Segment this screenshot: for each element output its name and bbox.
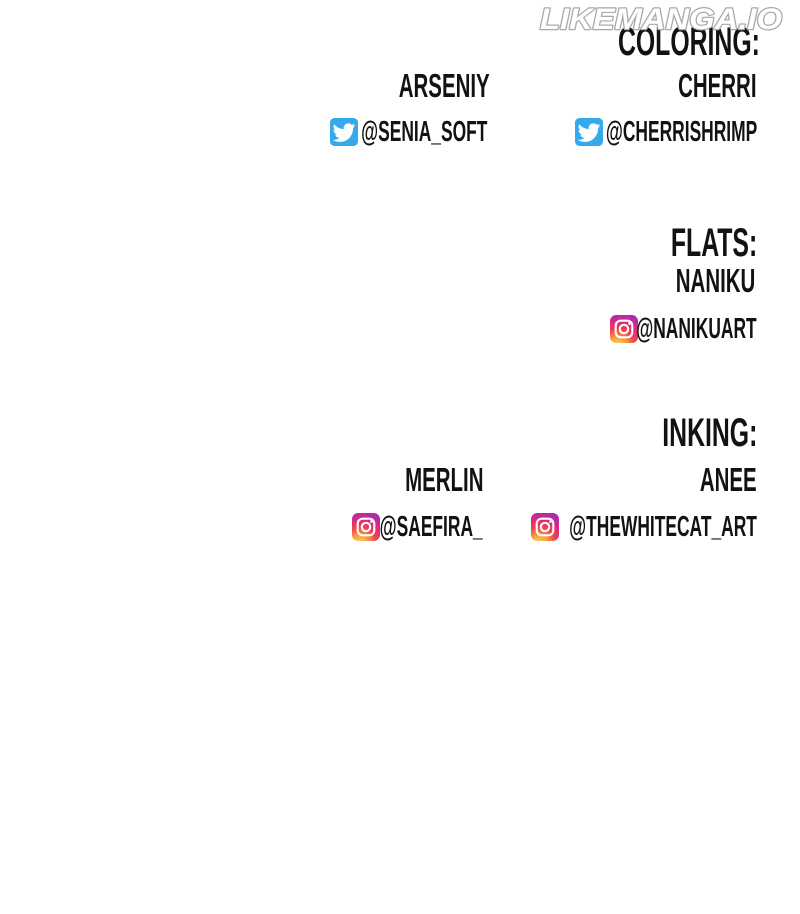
section-heading-flats: FLATS: (670, 221, 757, 265)
artist-name-naniku: NANIKU (675, 262, 755, 299)
instagram-icon (352, 513, 380, 541)
instagram-icon (610, 315, 638, 343)
twitter-icon (330, 118, 358, 146)
artist-handle-nanikuart: @NANIKUART (636, 313, 757, 345)
artist-name-cherri: CHERRI (678, 67, 757, 104)
watermark-text: LIKEMANGA.IO (540, 3, 782, 36)
section-heading-coloring: COLORING: (618, 20, 760, 64)
site-watermark: LIKEMANGA.IO (539, 2, 783, 37)
artist-handle-saefira: @SAEFIRA_ (379, 511, 483, 543)
artist-name-merlin: MERLIN (404, 461, 483, 498)
artist-handle-thewhitecat-art: @THEWHITECAT_ART (569, 511, 757, 543)
instagram-icon (531, 513, 559, 541)
artist-handle-cherrishrimp: @CHERRISHRIMP (605, 116, 757, 148)
section-heading-inking: INKING: (661, 411, 757, 455)
twitter-icon (575, 118, 603, 146)
artist-name-anee: ANEE (700, 461, 757, 498)
artist-name-arseniy: ARSENIY (399, 67, 490, 104)
artist-handle-senia-soft: @SENIA_SOFT (360, 116, 487, 148)
